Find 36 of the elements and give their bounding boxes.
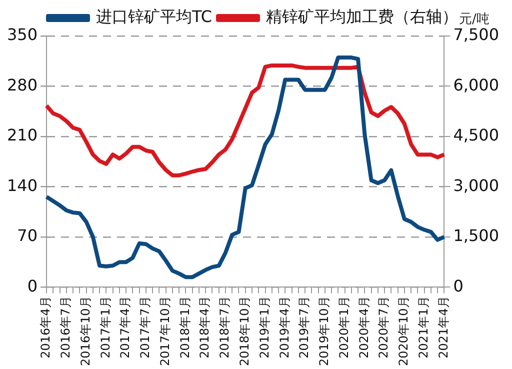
x-tick-label: 2019年4月 bbox=[277, 296, 292, 358]
x-tick-label: 2018年10月 bbox=[237, 296, 252, 366]
legend-label: 进口锌矿平均TC bbox=[96, 7, 212, 26]
x-tick-label: 2021年1月 bbox=[416, 296, 430, 358]
y-tick-label: 280 bbox=[6, 75, 38, 94]
y2-tick-label: 6,000 bbox=[453, 75, 500, 94]
y2-tick-label: 4,500 bbox=[453, 126, 500, 145]
x-tick-label: 2017年4月 bbox=[118, 296, 132, 358]
y2-tick-label: 7,500 bbox=[453, 25, 500, 44]
x-tick-label: 2019年1月 bbox=[257, 296, 272, 358]
y2-tick-label: 0 bbox=[453, 276, 464, 296]
y2-axis-title: 元/吨 bbox=[459, 12, 490, 27]
y-tick-label: 0 bbox=[27, 276, 38, 296]
x-tick-label: 2016年10月 bbox=[78, 296, 92, 366]
x-tick-label: 2020年7月 bbox=[376, 296, 391, 358]
y-tick-label: 70 bbox=[17, 226, 38, 246]
x-tick-label: 2016年4月 bbox=[38, 296, 53, 358]
y-tick-label: 350 bbox=[6, 25, 38, 44]
x-tick-label: 2018年7月 bbox=[218, 296, 232, 358]
x-tick-label: 2019年10月 bbox=[317, 296, 332, 366]
x-tick-label: 2018年4月 bbox=[198, 296, 212, 358]
y2-tick-label: 3,000 bbox=[453, 176, 500, 195]
x-tick-label: 2019年7月 bbox=[297, 296, 312, 358]
y2-tick-label: 1,500 bbox=[453, 226, 500, 246]
legend-label: 精锌矿平均加工费（右轴） bbox=[266, 7, 458, 26]
x-tick-label: 2020年10月 bbox=[396, 296, 411, 366]
x-tick-label: 2017年1月 bbox=[98, 296, 112, 358]
x-tick-label: 2017年10月 bbox=[158, 296, 172, 366]
x-tick-label: 2018年1月 bbox=[178, 296, 192, 358]
x-tick-label: 2016年7月 bbox=[58, 296, 73, 358]
x-tick-label: 2020年4月 bbox=[356, 296, 371, 358]
x-tick-label: 2017年7月 bbox=[138, 296, 152, 358]
y-tick-label: 140 bbox=[6, 176, 38, 195]
x-tick-label: 2020年1月 bbox=[336, 296, 351, 358]
x-tick-label: 2021年4月 bbox=[436, 296, 450, 358]
y-tick-label: 210 bbox=[6, 126, 38, 145]
